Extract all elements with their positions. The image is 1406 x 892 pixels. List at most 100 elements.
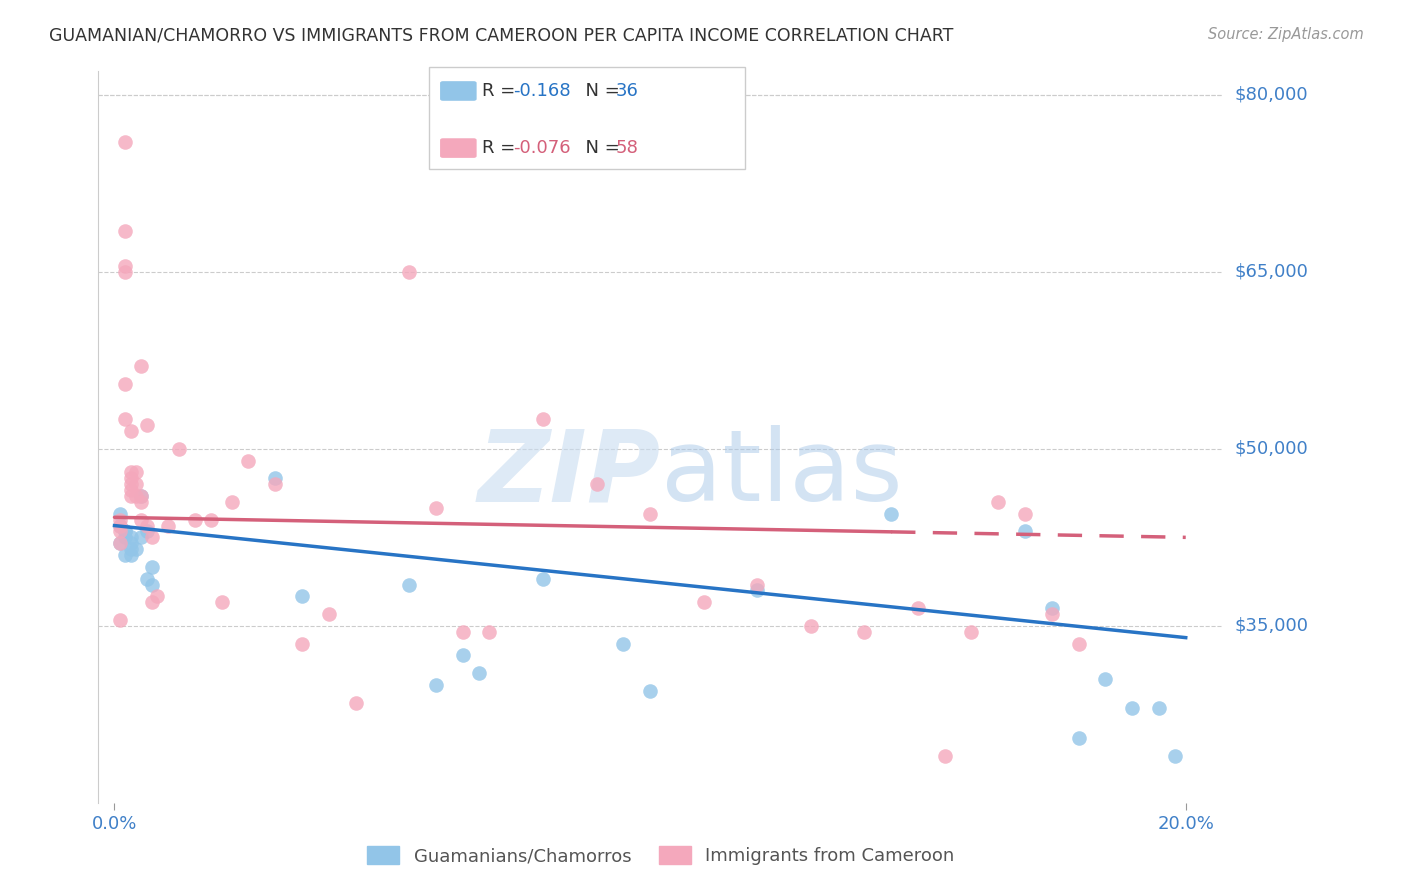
Point [1067, 731, 1090, 745]
Point [129, 489, 152, 503]
Point [120, 466, 142, 480]
Point [120, 489, 142, 503]
Point [125, 466, 148, 480]
Point [425, 678, 447, 692]
Point [1147, 701, 1170, 715]
Point [129, 359, 152, 374]
Point [114, 524, 136, 539]
Point [120, 483, 142, 498]
Point [398, 577, 420, 591]
Point [907, 601, 929, 615]
Point [120, 471, 142, 485]
Text: R =: R = [482, 82, 522, 100]
Point [1164, 748, 1187, 763]
Text: atlas: atlas [661, 425, 903, 522]
Point [800, 619, 823, 633]
Point [108, 524, 131, 539]
Point [934, 748, 956, 763]
Point [451, 648, 474, 663]
Text: $80,000: $80,000 [1234, 86, 1308, 104]
Point [264, 477, 287, 491]
Point [114, 530, 136, 544]
Point [344, 696, 367, 710]
Point [1040, 607, 1063, 621]
Point [211, 595, 233, 609]
Point [1094, 672, 1116, 686]
Point [200, 513, 222, 527]
Point [141, 595, 163, 609]
Point [221, 495, 243, 509]
Point [125, 542, 148, 557]
Point [135, 518, 157, 533]
Point [108, 536, 131, 550]
Point [585, 477, 607, 491]
Point [108, 613, 131, 627]
Point [114, 135, 136, 149]
Text: R =: R = [482, 139, 522, 157]
Point [114, 224, 136, 238]
Point [291, 590, 314, 604]
Text: -0.168: -0.168 [513, 82, 571, 100]
Point [114, 265, 136, 279]
Point [638, 507, 661, 521]
Point [114, 548, 136, 562]
Point [291, 636, 314, 650]
Point [129, 495, 152, 509]
Text: 36: 36 [616, 82, 638, 100]
Point [120, 530, 142, 544]
Text: N =: N = [574, 82, 626, 100]
Point [1067, 636, 1090, 650]
Point [135, 572, 157, 586]
Point [120, 536, 142, 550]
Point [120, 548, 142, 562]
Point [120, 477, 142, 491]
Point [747, 577, 769, 591]
Point [425, 500, 447, 515]
Text: 58: 58 [616, 139, 638, 157]
Point [141, 577, 163, 591]
Point [1014, 507, 1036, 521]
Point [184, 513, 207, 527]
Point [1040, 601, 1063, 615]
Point [238, 453, 260, 467]
Text: ZIP: ZIP [478, 425, 661, 522]
Point [451, 624, 474, 639]
Point [612, 636, 634, 650]
Point [135, 418, 157, 433]
Text: $65,000: $65,000 [1234, 263, 1308, 281]
Point [880, 507, 903, 521]
Point [129, 530, 152, 544]
Point [108, 536, 131, 550]
Text: Source: ZipAtlas.com: Source: ZipAtlas.com [1208, 27, 1364, 42]
Point [692, 595, 714, 609]
Point [114, 376, 136, 391]
Point [125, 477, 148, 491]
Text: $50,000: $50,000 [1234, 440, 1308, 458]
Legend: Guamanians/Chamorros, Immigrants from Cameroon: Guamanians/Chamorros, Immigrants from Ca… [359, 838, 963, 874]
Text: GUAMANIAN/CHAMORRO VS IMMIGRANTS FROM CAMEROON PER CAPITA INCOME CORRELATION CHA: GUAMANIAN/CHAMORRO VS IMMIGRANTS FROM CA… [49, 27, 953, 45]
Point [531, 412, 554, 426]
Point [114, 259, 136, 273]
Point [747, 583, 769, 598]
Point [1014, 524, 1036, 539]
Point [853, 624, 876, 639]
Point [129, 513, 152, 527]
Point [638, 683, 661, 698]
Point [960, 624, 983, 639]
Point [141, 559, 163, 574]
Point [108, 507, 131, 521]
Point [264, 471, 287, 485]
Point [129, 489, 152, 503]
Point [108, 518, 131, 533]
Point [987, 495, 1010, 509]
Point [108, 518, 131, 533]
Point [478, 624, 501, 639]
Point [120, 424, 142, 438]
Point [167, 442, 190, 456]
Text: -0.076: -0.076 [513, 139, 571, 157]
Point [114, 412, 136, 426]
Point [467, 666, 489, 681]
Point [108, 513, 131, 527]
Point [125, 489, 148, 503]
Point [398, 265, 420, 279]
